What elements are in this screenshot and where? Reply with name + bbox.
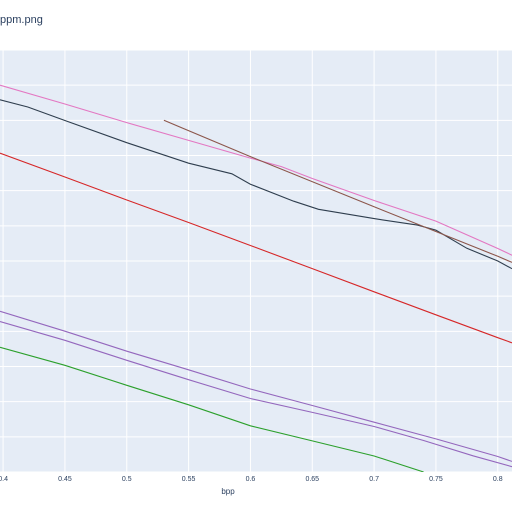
gridlines: [0, 49, 512, 473]
series-line-1: [0, 99, 512, 270]
x-tick-label: 0.7: [369, 476, 379, 483]
x-tick-label: 0.8: [493, 476, 503, 483]
x-tick-label: 0.6: [246, 476, 256, 483]
x-axis-title: bpp: [221, 487, 235, 496]
series-line-5: [0, 320, 512, 468]
x-tick-label: 0.55: [182, 476, 196, 483]
x-tick-label: 0.45: [58, 476, 72, 483]
x-tick-label: 0.75: [429, 476, 443, 483]
series-line-4: [0, 152, 512, 344]
x-tick-label: 0.5: [122, 476, 132, 483]
series-line-6: [0, 310, 512, 462]
series-lines: [0, 84, 512, 472]
x-tick-label: 0.65: [305, 476, 319, 483]
series-line-7: [0, 346, 424, 472]
chart-title: ppm.png: [0, 14, 43, 26]
x-tick-labels: 0.4 0.45 0.5 0.55 0.6 0.65 0.7 0.75 0.8: [0, 476, 503, 483]
series-line-3: [163, 119, 512, 263]
x-tick-label: 0.4: [0, 476, 8, 483]
series-line-2: [0, 84, 512, 256]
